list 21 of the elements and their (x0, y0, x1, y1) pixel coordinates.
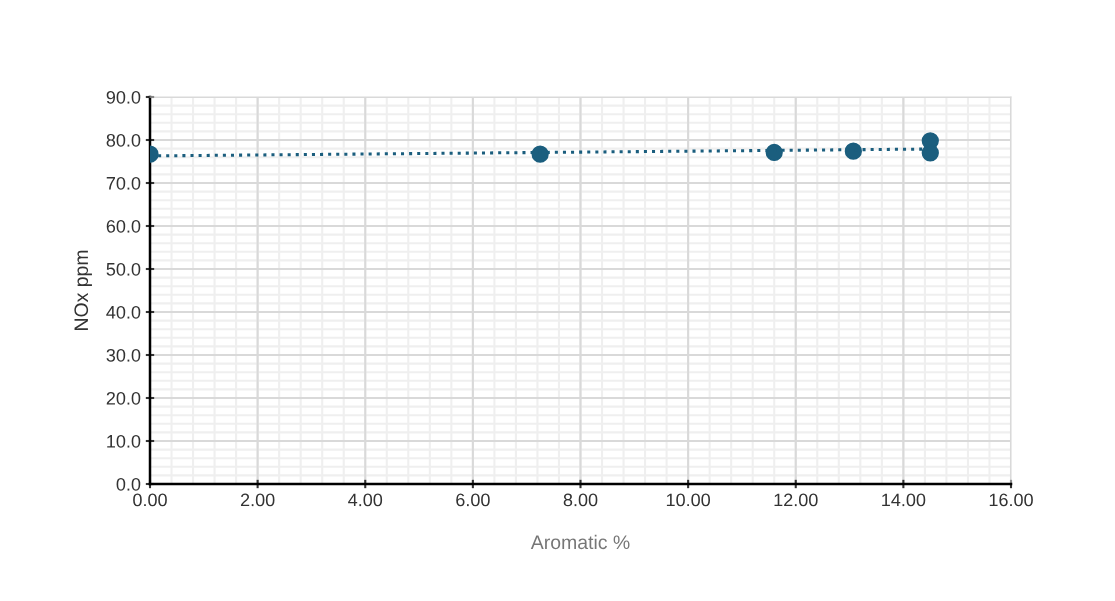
y-tick-label: 40.0 (106, 305, 141, 319)
y-axis-title: NOx ppm (74, 250, 92, 330)
x-tick-label: 6.00 (456, 493, 490, 507)
y-tick-label: 50.0 (106, 262, 141, 276)
x-tick-label: 10.00 (666, 493, 711, 507)
y-tick-label: 10.0 (107, 434, 141, 448)
x-tick-label: 2.00 (240, 493, 275, 507)
x-tick-label: 8.00 (563, 493, 598, 507)
x-axis-title: Aromatic % (530, 534, 630, 550)
y-tick-label: 0.0 (116, 477, 141, 491)
x-tick-label: 12.00 (774, 493, 818, 507)
x-tick-label: 0.00 (133, 493, 167, 507)
y-tick-label: 80.0 (106, 133, 141, 147)
x-tick-label: 14.00 (882, 493, 926, 507)
x-tick-label: 4.00 (348, 493, 383, 507)
y-tick-label: 70.0 (106, 176, 141, 190)
x-tick-label: 16.00 (989, 493, 1033, 507)
y-tick-label: 60.0 (106, 219, 141, 233)
y-tick-label: 90.0 (106, 90, 141, 104)
y-tick-label: 20.0 (106, 391, 141, 405)
y-tick-label: 30.0 (106, 348, 141, 362)
